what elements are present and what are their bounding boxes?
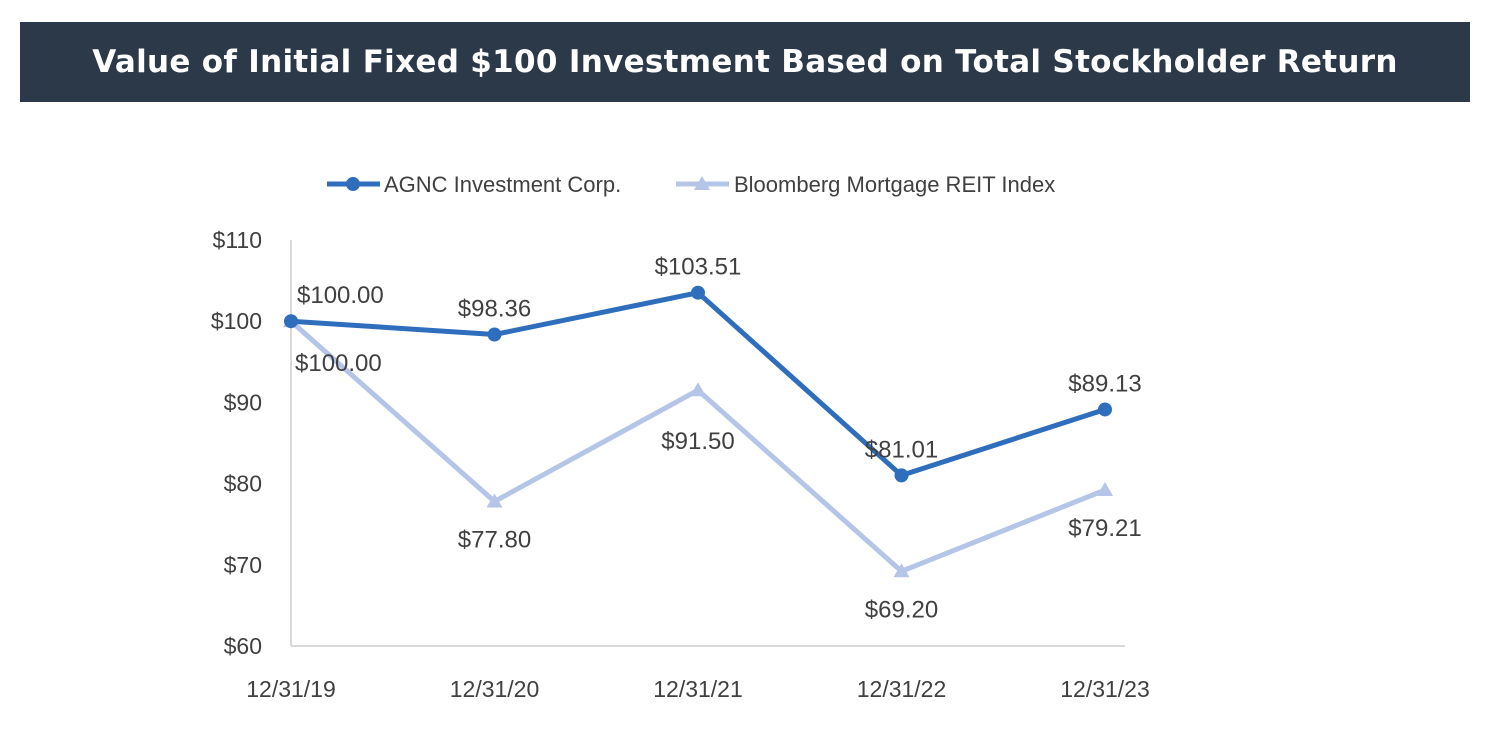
- data-label: $69.20: [865, 596, 938, 623]
- data-point: [691, 285, 705, 300]
- data-point: [1098, 402, 1112, 417]
- legend-label-agnc: AGNC Investment Corp.: [384, 172, 621, 197]
- legend-marker-bloomberg: [694, 176, 710, 190]
- x-tick-label: 12/31/22: [857, 676, 947, 702]
- data-point: [487, 327, 502, 342]
- data-point: [690, 382, 706, 397]
- y-tick-label: $70: [224, 552, 262, 578]
- y-tick-label: $60: [224, 633, 262, 659]
- data-label: $81.01: [865, 436, 938, 463]
- chart-title: Value of Initial Fixed $100 Investment B…: [20, 22, 1470, 102]
- x-tick-label: 12/31/21: [653, 676, 743, 702]
- y-tick-label: $110: [213, 227, 262, 253]
- data-label: $100.00: [295, 350, 382, 377]
- data-point: [894, 468, 909, 483]
- x-tick-label: 12/31/20: [450, 676, 540, 702]
- legend-marker-agnc: [346, 177, 360, 191]
- data-label: $100.00: [297, 282, 384, 309]
- data-label: $91.50: [661, 428, 734, 455]
- data-point: [284, 314, 298, 329]
- data-label: $79.21: [1068, 515, 1141, 542]
- data-label: $77.80: [458, 526, 531, 553]
- data-point: [1097, 482, 1113, 497]
- data-label: $89.13: [1068, 370, 1141, 397]
- data-point: [486, 493, 503, 508]
- y-tick-label: $90: [224, 389, 262, 415]
- data-label: $98.36: [458, 296, 531, 323]
- legend-label-bloomberg: Bloomberg Mortgage REIT Index: [734, 172, 1055, 197]
- y-tick-label: $100: [211, 308, 262, 334]
- data-label: $103.51: [655, 254, 742, 281]
- y-tick-label: $80: [224, 471, 262, 497]
- x-tick-label: 12/31/23: [1060, 676, 1150, 702]
- data-point: [893, 563, 910, 578]
- x-tick-label: 12/31/19: [246, 676, 336, 702]
